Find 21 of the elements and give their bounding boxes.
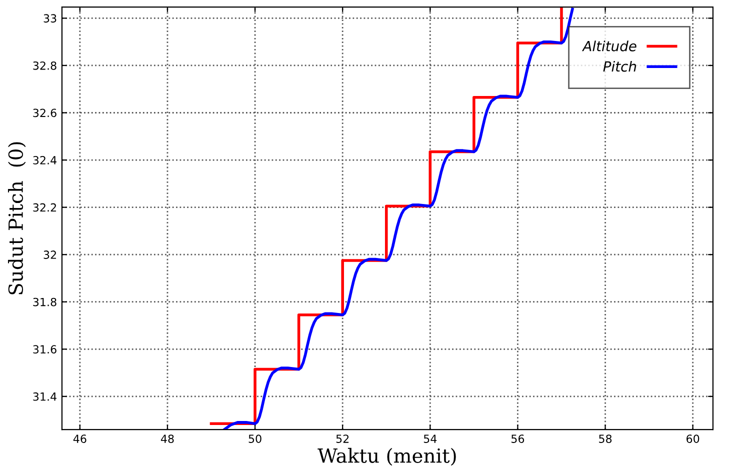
legend-label: Altitude bbox=[582, 40, 636, 52]
x-tick-label: 52 bbox=[336, 434, 349, 443]
y-tick-label: 31.8 bbox=[33, 298, 56, 306]
x-tick-label: 58 bbox=[599, 434, 612, 443]
x-tick-label: 46 bbox=[73, 434, 86, 443]
x-tick-label: 48 bbox=[160, 434, 174, 443]
x-axis-title: Waktu (menit) bbox=[318, 448, 456, 466]
y-tick-label: 33 bbox=[44, 14, 56, 23]
x-tick-label: 60 bbox=[686, 434, 700, 443]
y-tick-label: 32.2 bbox=[33, 203, 56, 212]
y-tick-label: 32.8 bbox=[33, 61, 56, 70]
y-axis-title: Sudut Pitch (0) bbox=[8, 142, 26, 294]
x-tick-label: 50 bbox=[248, 434, 262, 443]
y-tick-label: 31.6 bbox=[33, 345, 56, 354]
y-tick-label: 31.4 bbox=[33, 392, 56, 401]
x-tick-label: 56 bbox=[511, 434, 524, 443]
legend-label: Pitch bbox=[603, 60, 636, 72]
y-tick-label: 32.6 bbox=[33, 108, 56, 118]
y-tick-label: 32 bbox=[44, 250, 56, 259]
y-tick-label: 32.4 bbox=[33, 156, 56, 164]
x-tick-label: 54 bbox=[424, 434, 437, 443]
